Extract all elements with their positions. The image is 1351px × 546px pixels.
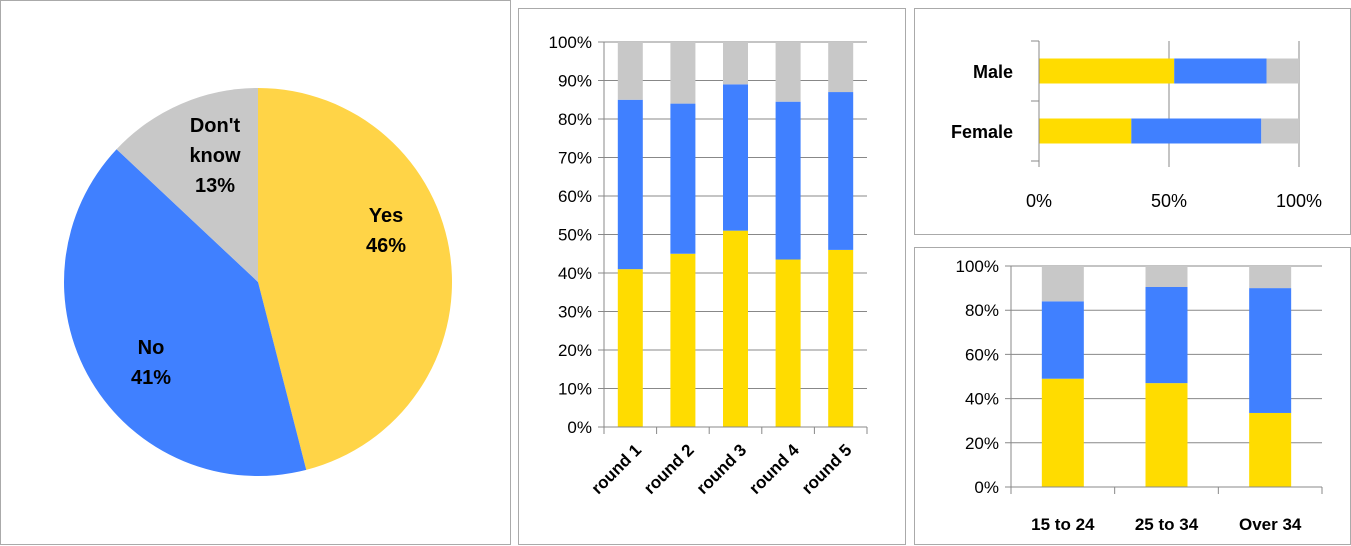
bar-yes: [1039, 58, 1175, 84]
x-category-label: round 5: [798, 440, 856, 498]
x-category-label: 15 to 24: [1031, 515, 1095, 534]
bar-yes: [1039, 118, 1132, 144]
bar-dont-know: [1266, 58, 1299, 84]
bar-yes: [617, 269, 643, 427]
gender-chart-panel: 0% 50% 100% Male Female: [914, 8, 1351, 235]
x-tick-label: 100%: [1276, 191, 1322, 211]
pie-slice-dont-know: [116, 88, 259, 282]
y-tick-label: 40%: [558, 264, 592, 283]
bar-dont-know: [828, 42, 854, 93]
pie-chart-panel: Yes 46% No 41% Don't know 13%: [0, 0, 511, 545]
bar-dont-know: [617, 42, 643, 100]
y-tick-label: 80%: [558, 110, 592, 129]
x-tick-label: 50%: [1151, 191, 1187, 211]
y-tick-label: 90%: [558, 72, 592, 91]
x-category-label: round 4: [745, 440, 803, 498]
bar-dont-know: [1249, 266, 1292, 289]
bar-no: [1041, 301, 1084, 379]
x-category-label: round 3: [693, 440, 751, 498]
bar-yes: [670, 253, 696, 427]
bar-dont-know: [1041, 266, 1084, 302]
rounds-chart-panel: 0% 10% 20% 30% 40% 50% 60% 70% 80% 90% 100% round 1…: [518, 8, 906, 545]
bar-dont-know: [1145, 266, 1188, 287]
bar-no: [723, 84, 748, 231]
pie-label-yes: 46%: [366, 235, 406, 257]
x-category-label: round 2: [640, 440, 698, 498]
y-tick-label: 0%: [974, 478, 999, 497]
bar-no: [775, 101, 801, 260]
x-tick-label: 0%: [1026, 191, 1052, 211]
pie-label-no: 41%: [131, 367, 171, 389]
bar-yes: [828, 249, 854, 427]
y-tick-label: 10%: [558, 380, 592, 399]
y-tick-label: 100%: [956, 257, 999, 276]
bar-dont-know: [723, 42, 748, 85]
bar-no: [1249, 288, 1292, 413]
y-tick-label: 40%: [965, 390, 999, 409]
bar-no: [617, 99, 643, 270]
bar-no: [670, 103, 696, 254]
y-tick-label: 0%: [567, 418, 592, 437]
bar-yes: [775, 259, 801, 427]
y-tick-label: 30%: [558, 303, 592, 322]
bar-dont-know: [775, 42, 801, 102]
age-stacked-bar-chart: 0% 20% 40% 60% 80% 100% 15 to 24 25 to 34 Over 3…: [956, 257, 1323, 534]
pie-label-dont-know: Don't: [190, 115, 241, 137]
pie-label-dont-know: know: [189, 145, 241, 167]
x-category-label: 25 to 34: [1135, 515, 1199, 534]
y-category-label: Female: [951, 122, 1013, 142]
pie-slice-yes: [258, 88, 452, 470]
pie-slice-no: [64, 149, 307, 476]
bar-yes: [1041, 378, 1084, 487]
pie-label-yes: Yes: [369, 205, 403, 227]
age-chart-panel: 0% 20% 40% 60% 80% 100% 15 to 24 25 to 34 Over 3…: [914, 247, 1351, 545]
y-tick-label: 70%: [558, 149, 592, 168]
pie-chart: Yes 46% No 41% Don't know 13%: [64, 88, 452, 476]
y-tick-label: 20%: [965, 434, 999, 453]
y-tick-label: 60%: [965, 345, 999, 364]
rounds-stacked-bar-chart: 0% 10% 20% 30% 40% 50% 60% 70% 80% 90% 100% round 1…: [549, 33, 868, 498]
x-category-label: Over 34: [1239, 515, 1302, 534]
bar-yes: [1249, 412, 1292, 487]
y-tick-label: 50%: [558, 226, 592, 245]
y-tick-label: 20%: [558, 341, 592, 360]
bar-yes: [1145, 383, 1188, 487]
bar-no: [828, 92, 854, 250]
bar-no: [1145, 286, 1188, 384]
gender-stacked-bar-chart: 0% 50% 100% Male Female: [951, 40, 1322, 211]
bar-yes: [723, 230, 748, 427]
y-tick-label: 80%: [965, 301, 999, 320]
x-category-label: round 1: [588, 440, 646, 498]
y-category-label: Male: [973, 62, 1013, 82]
bar-dont-know: [670, 42, 696, 104]
y-tick-label: 60%: [558, 187, 592, 206]
pie-label-dont-know: 13%: [195, 175, 235, 197]
bar-no: [1174, 58, 1267, 84]
pie-label-no: No: [138, 337, 165, 359]
bar-no: [1131, 118, 1262, 144]
bar-dont-know: [1261, 118, 1299, 144]
y-tick-label: 100%: [549, 33, 592, 52]
